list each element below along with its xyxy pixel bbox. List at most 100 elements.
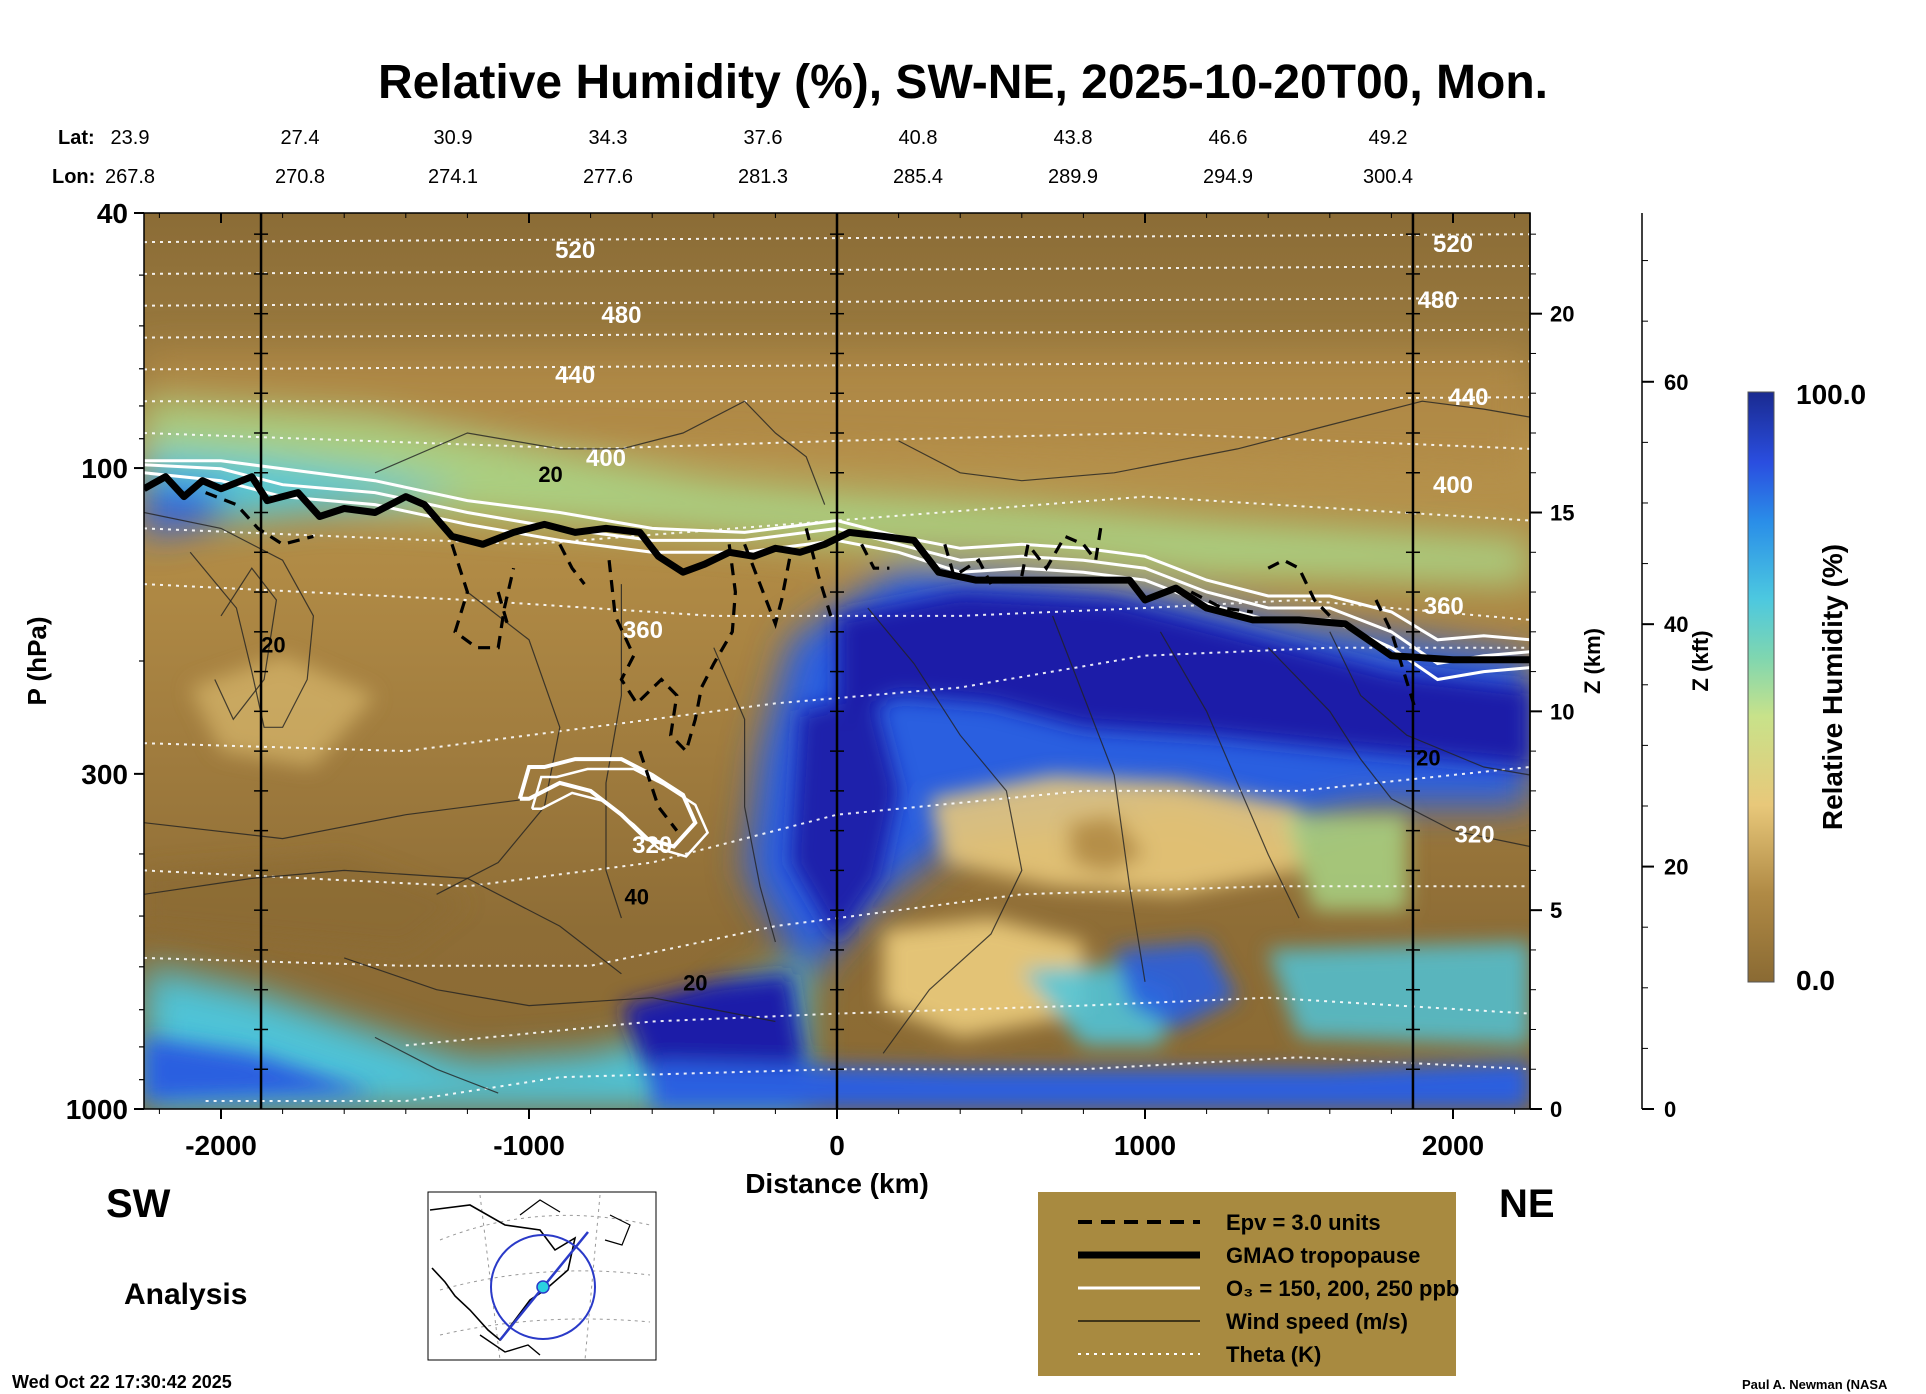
epv-contour — [1267, 558, 1331, 618]
lat-value: 34.3 — [589, 127, 628, 149]
lon-value: 285.4 — [893, 166, 943, 188]
epv-contour — [205, 491, 314, 547]
theta-contour — [144, 583, 1530, 621]
wind-label: 20 — [538, 462, 562, 487]
theta-label: 320 — [1455, 821, 1495, 848]
distance-axis: -2000 -1000 0 1000 2000 — [158, 213, 1516, 1161]
colorbar-min-label: 0.0 — [1796, 965, 1835, 996]
theta-contour — [144, 646, 1530, 753]
lon-value: 300.4 — [1363, 166, 1413, 188]
wind-label: 40 — [625, 885, 649, 910]
wind-contour — [214, 567, 278, 721]
lon-value: 267.8 — [105, 166, 155, 188]
epv-contour — [1190, 590, 1254, 614]
colorbar — [1747, 391, 1775, 983]
theta-label: 360 — [623, 617, 663, 644]
theta-label: 400 — [586, 445, 626, 472]
z-kft-label: Z (kft) — [1688, 630, 1713, 691]
epv-contour — [496, 591, 509, 625]
lon-value: 294.9 — [1203, 166, 1253, 188]
lon-value: 281.3 — [738, 166, 788, 188]
wind-label: 20 — [1416, 745, 1440, 770]
epv-contour — [743, 543, 793, 630]
y-axis-label: P (hPa) — [22, 616, 52, 705]
z-km-axis: 0 5 10 15 20 — [1529, 213, 1574, 1122]
lon-value: 270.8 — [275, 166, 325, 188]
legend-label: Theta (K) — [1226, 1342, 1321, 1367]
rh-field — [144, 202, 1530, 1109]
theta-label: 320 — [632, 832, 672, 859]
theta-label: 480 — [601, 302, 641, 329]
epv-contour — [860, 543, 890, 570]
z-km-tick-label: 10 — [1550, 699, 1574, 724]
legend-label: Epv = 3.0 units — [1226, 1210, 1381, 1235]
wind-contour — [374, 1036, 499, 1094]
timestamp: Wed Oct 22 17:30:42 2025 — [12, 1372, 232, 1392]
lon-label: Lon: — [52, 166, 95, 188]
wind-contour — [1159, 631, 1300, 919]
wind-contour — [605, 584, 622, 919]
epv-contour — [607, 544, 738, 755]
legend-label: Wind speed (m/s) — [1226, 1309, 1408, 1334]
theta-contour — [144, 495, 1530, 546]
lat-value: 40.8 — [899, 127, 938, 149]
lat-value: 43.8 — [1054, 127, 1093, 149]
credit: Paul A. Newman (NASA — [1742, 1377, 1888, 1392]
wind-contour — [1267, 647, 1530, 848]
theta-contour — [144, 885, 1530, 967]
epv-contour — [804, 528, 833, 617]
chart-title: Relative Humidity (%), SW-NE, 2025-10-20… — [378, 56, 1548, 109]
wind-contour — [344, 957, 776, 1023]
wind-contour — [867, 607, 1023, 1054]
lon-value: 274.1 — [428, 166, 478, 188]
y-tick-label: 300 — [81, 759, 128, 790]
z-kft-tick-label: 20 — [1664, 855, 1688, 880]
theta-label: 440 — [1448, 384, 1488, 411]
epv-contour — [450, 543, 516, 650]
tropopause-line — [144, 473, 1530, 664]
lat-lon-values: 23.9 27.4 30.9 34.3 37.6 40.8 43.8 46.6 49.2 267.… — [105, 127, 1413, 188]
z-kft-axis: 0 20 40 60 — [1641, 213, 1688, 1122]
lat-value: 30.9 — [434, 127, 473, 149]
wind-contour — [1329, 631, 1530, 776]
z-kft-tick-label: 60 — [1664, 370, 1688, 395]
wind-contour — [144, 511, 315, 728]
wind-contour — [144, 798, 530, 840]
wind-contour — [144, 869, 622, 975]
wind-label: 20 — [261, 633, 285, 658]
theta-label: 360 — [1424, 593, 1464, 620]
theta-contour — [144, 202, 1530, 210]
wind-contour — [374, 400, 826, 505]
lat-value: 46.6 — [1209, 127, 1248, 149]
z-km-tick-label: 20 — [1550, 302, 1574, 327]
theta-label: 440 — [555, 362, 595, 389]
theta-label: 400 — [1433, 472, 1473, 499]
analysis-label: Analysis — [124, 1278, 247, 1311]
y-tick-label: 40 — [97, 198, 128, 229]
x-tick-label: 2000 — [1422, 1130, 1484, 1161]
lat-label: Lat: — [58, 127, 95, 149]
ozone-contour — [144, 459, 1530, 642]
z-km-tick-label: 5 — [1550, 898, 1562, 923]
lon-value: 277.6 — [583, 166, 633, 188]
wind-label: 20 — [683, 971, 707, 996]
lat-value: 27.4 — [281, 127, 320, 149]
y-tick-label: 100 — [81, 453, 128, 484]
ne-label: NE — [1499, 1182, 1555, 1226]
lat-value: 23.9 — [111, 127, 150, 149]
epv-contour — [943, 543, 993, 585]
x-axis-label: Distance (km) — [745, 1168, 929, 1199]
x-tick-label: 0 — [829, 1130, 845, 1161]
lat-value: 37.6 — [744, 127, 783, 149]
legend-label: GMAO tropopause — [1226, 1243, 1420, 1268]
z-km-tick-label: 0 — [1550, 1097, 1562, 1122]
wind-contour — [1052, 615, 1146, 982]
lon-value: 289.9 — [1048, 166, 1098, 188]
x-tick-label: -2000 — [185, 1130, 257, 1161]
theta-label: 480 — [1418, 287, 1458, 314]
ozone-contour — [517, 757, 698, 849]
contour-labels: 520 480 440 400 360 320 520 480 440 400 360 320 20 20… — [261, 231, 1494, 995]
z-kft-tick-label: 40 — [1664, 612, 1688, 637]
colorbar-title: Relative Humidity (%) — [1817, 544, 1848, 830]
